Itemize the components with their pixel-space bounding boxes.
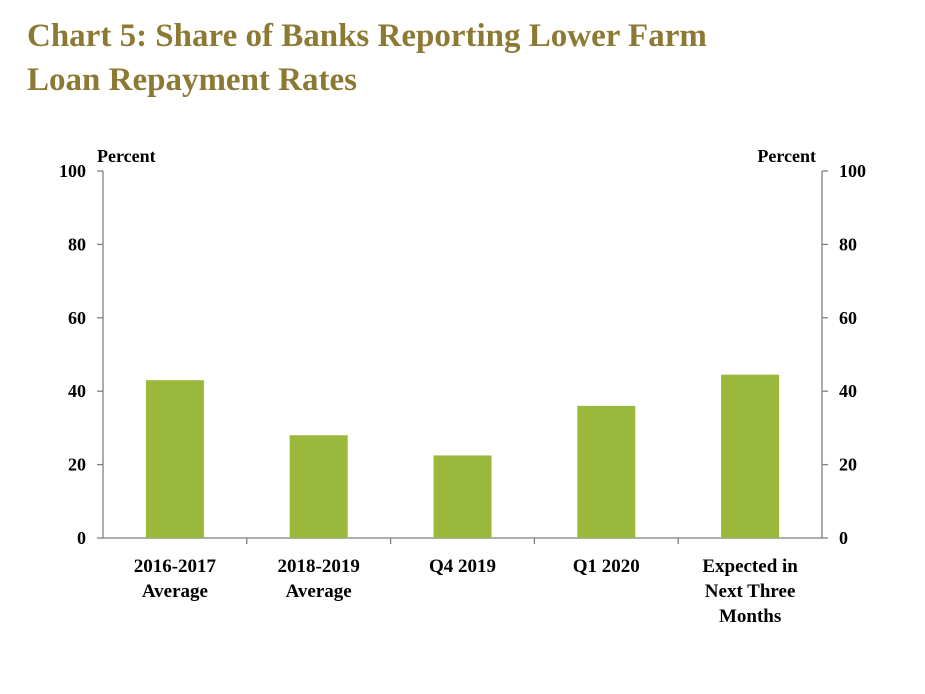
chart-title: Chart 5: Share of Banks Reporting Lower …	[27, 14, 907, 102]
y-tick-label-right: 60	[839, 308, 857, 328]
bar	[577, 405, 636, 538]
chart-title-line-2: Loan Repayment Rates	[27, 62, 357, 98]
x-tick-label: Months	[719, 606, 781, 627]
x-tick-label: 2018-2019	[278, 556, 360, 577]
bar	[145, 380, 204, 538]
x-tick-label: Average	[286, 581, 352, 602]
bar	[721, 374, 780, 538]
y-tick-label-left: 100	[59, 161, 86, 181]
y-tick-label-right: 40	[839, 381, 857, 401]
y-tick-label-right: 80	[839, 234, 857, 254]
x-tick-label: Average	[142, 581, 208, 602]
y-tick-label-right: 0	[839, 528, 848, 548]
bar	[433, 455, 492, 538]
x-tick-label: Q1 2020	[573, 556, 640, 577]
y-tick-label-left: 80	[68, 234, 86, 254]
y-tick-label-left: 20	[68, 455, 86, 475]
y-tick-label-left: 60	[68, 308, 86, 328]
bar	[289, 435, 348, 538]
x-tick-label: Next Three	[705, 581, 796, 602]
x-tick-label: Q4 2019	[429, 556, 496, 577]
y-tick-label-right: 100	[839, 161, 866, 181]
y-axis-label-right: Percent	[757, 146, 816, 166]
y-tick-label-left: 0	[77, 528, 86, 548]
chart-title-line-1: Chart 5: Share of Banks Reporting Lower …	[27, 18, 707, 54]
x-tick-label: Expected in	[702, 556, 798, 577]
y-tick-label-right: 20	[839, 455, 857, 475]
x-tick-label: 2016-2017	[134, 556, 217, 577]
y-axis-label-left: Percent	[97, 146, 156, 166]
y-tick-label-left: 40	[68, 381, 86, 401]
